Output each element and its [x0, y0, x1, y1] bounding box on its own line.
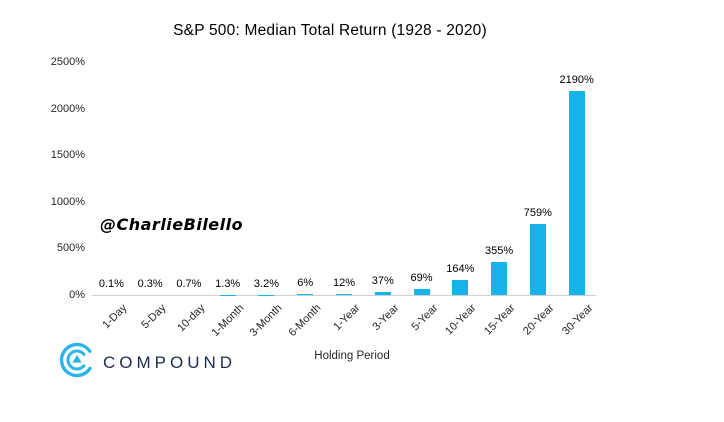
bar: [336, 293, 352, 295]
bar-value-label: 3.2%: [253, 277, 279, 290]
bar-value-label: 6%: [297, 277, 314, 290]
y-tick-label: 1000%: [50, 195, 85, 208]
bar-value-label: 0.1%: [98, 277, 124, 290]
bar-value-label: 0.3%: [137, 277, 163, 290]
y-tick-label: 1500%: [50, 149, 85, 162]
bar: [491, 261, 508, 295]
bar: [374, 291, 391, 295]
y-tick-label: 2000%: [50, 102, 85, 115]
bar-value-label: 1.3%: [215, 277, 241, 290]
bar: [297, 294, 314, 295]
bar-value-label: 69%: [410, 271, 433, 284]
bar: [452, 279, 469, 295]
compound-logo: COMPOUND: [57, 340, 236, 385]
y-tick-label: 2500%: [50, 56, 85, 68]
bar: [413, 288, 430, 295]
bar-value-label: 2190%: [559, 73, 594, 86]
x-axis-line: [92, 295, 596, 296]
bar-value-label: 37%: [371, 274, 394, 287]
y-tick-label: 0%: [69, 289, 85, 301]
compound-arcs-triangle-icon: [57, 340, 97, 385]
bar: [529, 224, 546, 295]
compound-logo-text: COMPOUND: [103, 352, 237, 372]
watermark-text: @CharlieBilello: [100, 215, 244, 234]
x-axis-title: Holding Period: [314, 350, 390, 362]
bar-value-label: 164%: [446, 262, 475, 275]
bar-value-label: 355%: [484, 244, 514, 257]
chart-title: S&P 500: Median Total Return (1928 - 202…: [173, 22, 487, 39]
bar: [568, 90, 585, 295]
bar-value-label: 759%: [523, 207, 552, 220]
bar-value-label: 0.7%: [176, 277, 202, 290]
y-tick-label: 500%: [56, 242, 85, 255]
bar-value-label: 12%: [332, 276, 356, 289]
